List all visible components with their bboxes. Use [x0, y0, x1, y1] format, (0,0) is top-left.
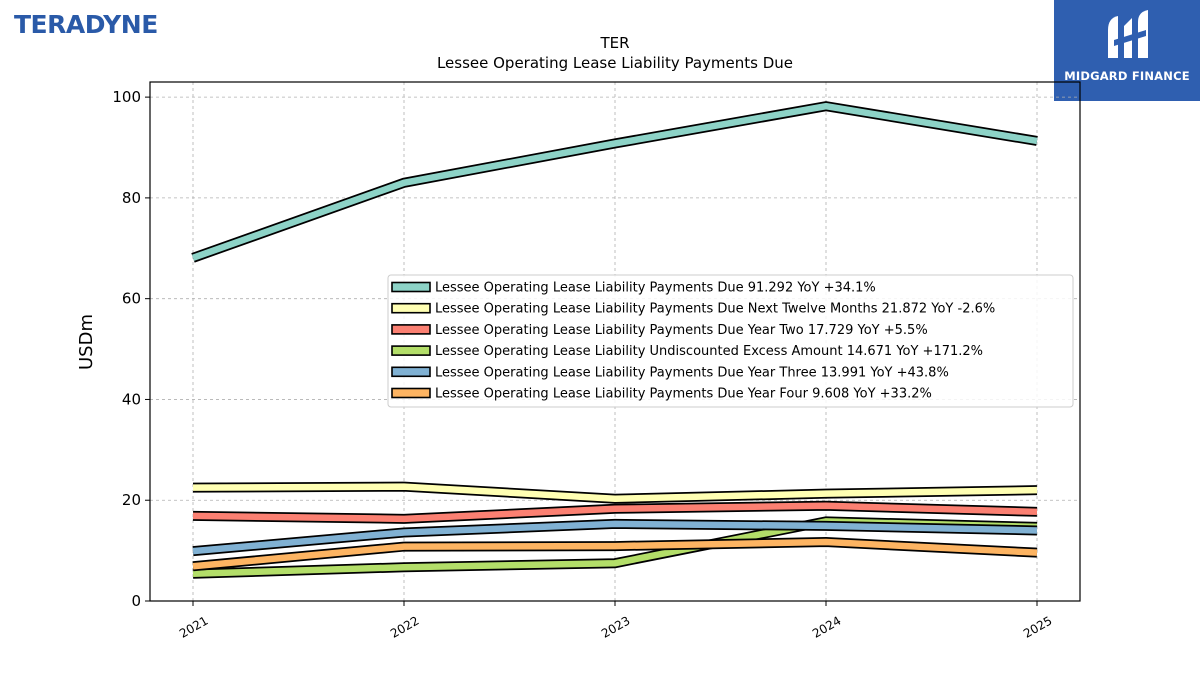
legend-label: Lessee Operating Lease Liability Undisco…: [435, 344, 983, 359]
series-line-outline: [191, 101, 1038, 263]
midgard-finance-logo: MIDGARD FINANCE: [1054, 0, 1200, 101]
midgard-emblem-icon: [1108, 10, 1148, 58]
legend-label: Lessee Operating Lease Liability Payment…: [435, 365, 949, 380]
chart-title: TER: [599, 34, 629, 52]
legend-swatch: [391, 387, 431, 399]
series-line: [191, 101, 1038, 263]
x-tick-label: 2025: [1021, 613, 1054, 640]
legend-item: Lessee Operating Lease Liability Payment…: [391, 302, 995, 317]
x-tick-label: 2021: [177, 613, 210, 640]
legend-label: Lessee Operating Lease Liability Payment…: [435, 302, 995, 317]
x-tick-label: 2022: [388, 613, 421, 640]
legend-swatch: [391, 324, 431, 335]
series-line-fill: [192, 483, 1038, 502]
x-tick-label: 2023: [599, 613, 632, 640]
series-line-fill: [192, 502, 1038, 523]
y-tick-label: 60: [122, 290, 141, 308]
legend-item: Lessee Operating Lease Liability Payment…: [391, 281, 876, 296]
legend-box: [387, 274, 1074, 408]
series-line-fill: [191, 102, 1038, 261]
series-line-fill: [192, 538, 1038, 570]
series-line: [192, 500, 1038, 524]
y-axis-label: USDm: [76, 314, 97, 370]
legend-swatch: [391, 366, 431, 378]
y-tick-label: 40: [122, 390, 141, 408]
legend-item: Lessee Operating Lease Liability Payment…: [391, 387, 932, 402]
midgard-finance-label: MIDGARD FINANCE: [1064, 69, 1190, 83]
legend-label: Lessee Operating Lease Liability Payment…: [435, 323, 928, 338]
y-tick-label: 80: [122, 189, 141, 207]
chart-subtitle: Lessee Operating Lease Liability Payment…: [437, 54, 793, 72]
legend-item: Lessee Operating Lease Liability Payment…: [391, 365, 949, 380]
series-line: [192, 518, 1038, 557]
series-line: [192, 537, 1038, 572]
x-tick-label: 2024: [810, 613, 843, 640]
legend-label: Lessee Operating Lease Liability Payment…: [435, 281, 876, 296]
teradyne-logo: TERADYNE: [14, 10, 158, 39]
series-line: [192, 481, 1038, 504]
legend-item: Lessee Operating Lease Liability Payment…: [391, 323, 928, 338]
y-tick-label: 100: [112, 88, 141, 106]
legend-swatch: [391, 281, 431, 293]
legend-item: Lessee Operating Lease Liability Undisco…: [391, 344, 983, 359]
legend-swatch: [391, 345, 431, 356]
series-line-fill: [192, 520, 1038, 555]
y-tick-label: 0: [131, 592, 141, 610]
y-tick-label: 20: [122, 491, 141, 509]
legend-swatch: [391, 302, 431, 314]
legend-label: Lessee Operating Lease Liability Payment…: [435, 387, 932, 402]
